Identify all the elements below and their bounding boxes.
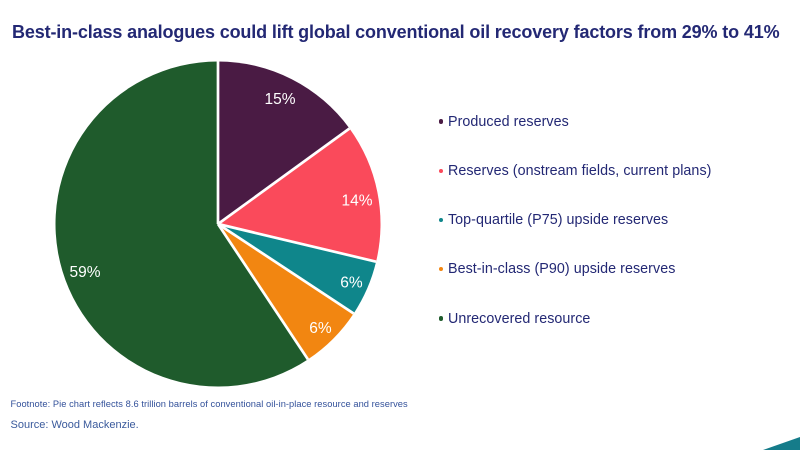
svg-text:14%: 14% [341, 192, 372, 209]
svg-text:15%: 15% [264, 91, 295, 108]
svg-text:6%: 6% [340, 275, 363, 292]
svg-text:6%: 6% [309, 320, 332, 337]
svg-text:59%: 59% [69, 264, 100, 281]
